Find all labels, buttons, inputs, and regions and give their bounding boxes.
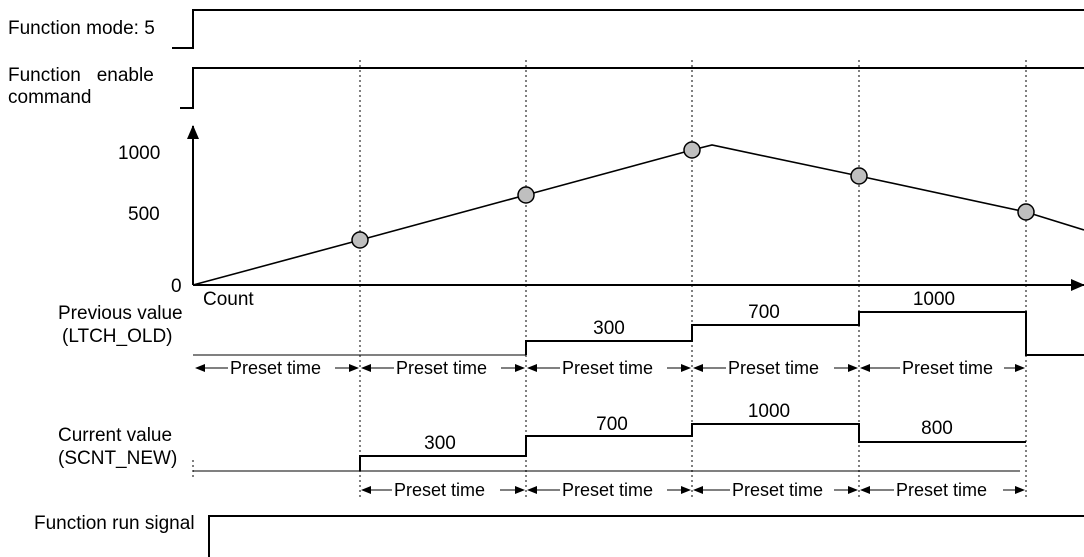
preset-time-label: Preset time — [562, 480, 653, 500]
preset-time-label: Preset time — [396, 358, 487, 378]
preset-time-label: Preset time — [394, 480, 485, 500]
latch-point — [850, 167, 868, 185]
previous-value-1000: 1000 — [913, 289, 955, 310]
current-value-800: 800 — [921, 418, 953, 439]
function-enable-label-line1: Function enable — [8, 65, 154, 86]
current-value-label: Current value — [58, 425, 172, 446]
previous-value-sublabel: (LTCH_OLD) — [62, 326, 173, 347]
latch-point — [683, 141, 701, 159]
function-enable-label-line2: command — [8, 87, 91, 108]
preset-time-label: Preset time — [230, 358, 321, 378]
y-tick-0: 0 — [171, 276, 182, 297]
latch-point — [1017, 203, 1035, 221]
current-value-1000: 1000 — [748, 401, 790, 422]
latch-point — [517, 186, 535, 204]
previous-value-label: Previous value — [58, 303, 183, 324]
current-value-700: 700 — [596, 414, 628, 435]
x-axis-label: Count — [203, 289, 254, 310]
function-run-label: Function run signal — [34, 513, 195, 534]
preset-row-2: Preset time Preset time Preset time Pres… — [361, 480, 1025, 500]
y-tick-1000: 1000 — [118, 143, 160, 164]
previous-value-waveform — [525, 311, 1084, 356]
function-mode-waveform — [172, 9, 1084, 49]
previous-value-300: 300 — [593, 318, 625, 339]
preset-time-label: Preset time — [732, 480, 823, 500]
preset-time-label: Preset time — [902, 358, 993, 378]
current-value-300: 300 — [424, 433, 456, 454]
preset-time-label: Preset time — [896, 480, 987, 500]
preset-time-label: Preset time — [562, 358, 653, 378]
current-value-sublabel: (SCNT_NEW) — [58, 448, 177, 469]
current-value-waveform — [359, 423, 1026, 471]
count-curve — [192, 144, 1084, 286]
latch-point — [351, 231, 369, 249]
latch-points — [351, 141, 1035, 249]
function-run-waveform — [208, 515, 1084, 557]
y-tick-500: 500 — [128, 204, 160, 225]
preset-row-1: Preset time Preset time Preset time Pres… — [195, 358, 1025, 378]
function-mode-label: Function mode: 5 — [8, 18, 155, 39]
function-enable-waveform — [180, 67, 1084, 109]
preset-time-label: Preset time — [728, 358, 819, 378]
previous-value-700: 700 — [748, 302, 780, 323]
